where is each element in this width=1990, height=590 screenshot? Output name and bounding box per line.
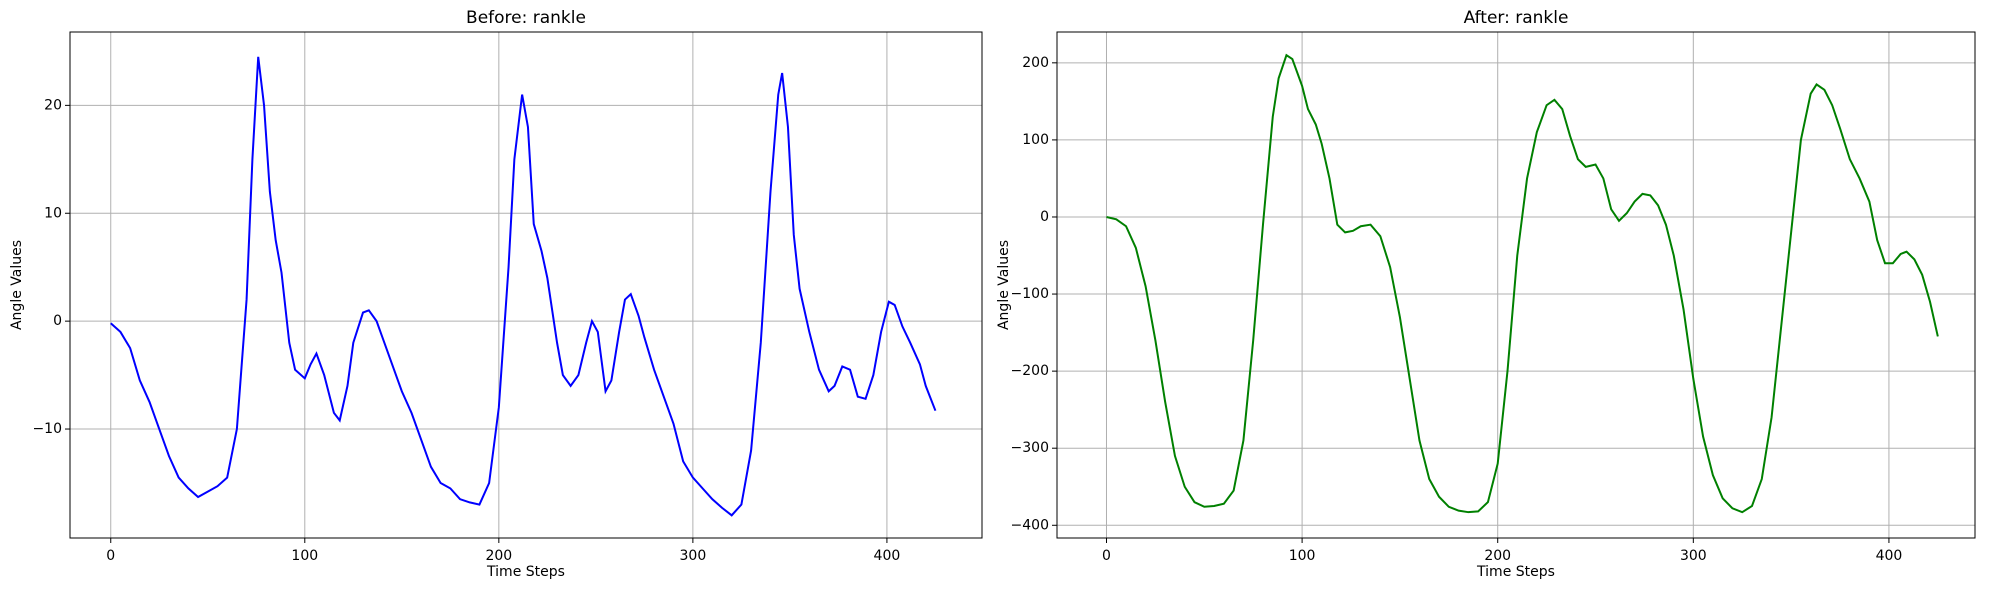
- y-tick-label: −100: [1011, 286, 1049, 302]
- x-tick-label: 100: [291, 548, 318, 564]
- y-tick-label: 0: [53, 313, 62, 329]
- x-tick-label: 300: [1680, 548, 1707, 564]
- x-tick-label: 400: [1876, 548, 1903, 564]
- x-tick-label: 200: [485, 548, 512, 564]
- x-axis-label: Time Steps: [1476, 564, 1555, 580]
- data-line: [1106, 53, 1939, 514]
- y-tick-label: −200: [1011, 363, 1049, 379]
- y-tick-label: −300: [1011, 440, 1049, 456]
- subplot: 0 100 200 300 400 −10 0 10 20 Before: rankle Time …: [9, 8, 983, 580]
- chart-title: Before: rankle: [466, 8, 586, 28]
- y-tick-label: 100: [1022, 132, 1049, 148]
- x-tick-label: 0: [106, 548, 115, 564]
- data-line: [110, 56, 937, 517]
- y-tick-label: 200: [1022, 55, 1049, 71]
- x-tick-label: 300: [680, 548, 707, 564]
- x-axis-label: Time Steps: [486, 564, 565, 580]
- chart-title: After: rankle: [1464, 8, 1569, 28]
- y-tick-label: −10: [32, 421, 62, 437]
- x-tick-label: 400: [874, 548, 901, 564]
- x-tick-label: 100: [1289, 548, 1316, 564]
- y-tick-label: 20: [44, 97, 62, 113]
- y-tick-label: 0: [1040, 209, 1049, 225]
- plot-frame: [1056, 31, 1976, 539]
- subplot: 0 100 200 300 400 −400 −300 −200 −100 0 100 200 Afte…: [996, 8, 1976, 580]
- x-tick-label: 0: [1102, 548, 1111, 564]
- y-tick-label: 10: [44, 205, 62, 221]
- plot-frame: [69, 31, 983, 539]
- y-axis-label: Angle Values: [9, 240, 25, 330]
- y-tick-label: −400: [1011, 517, 1049, 533]
- y-axis-label: Angle Values: [996, 240, 1012, 330]
- x-tick-label: 200: [1484, 548, 1511, 564]
